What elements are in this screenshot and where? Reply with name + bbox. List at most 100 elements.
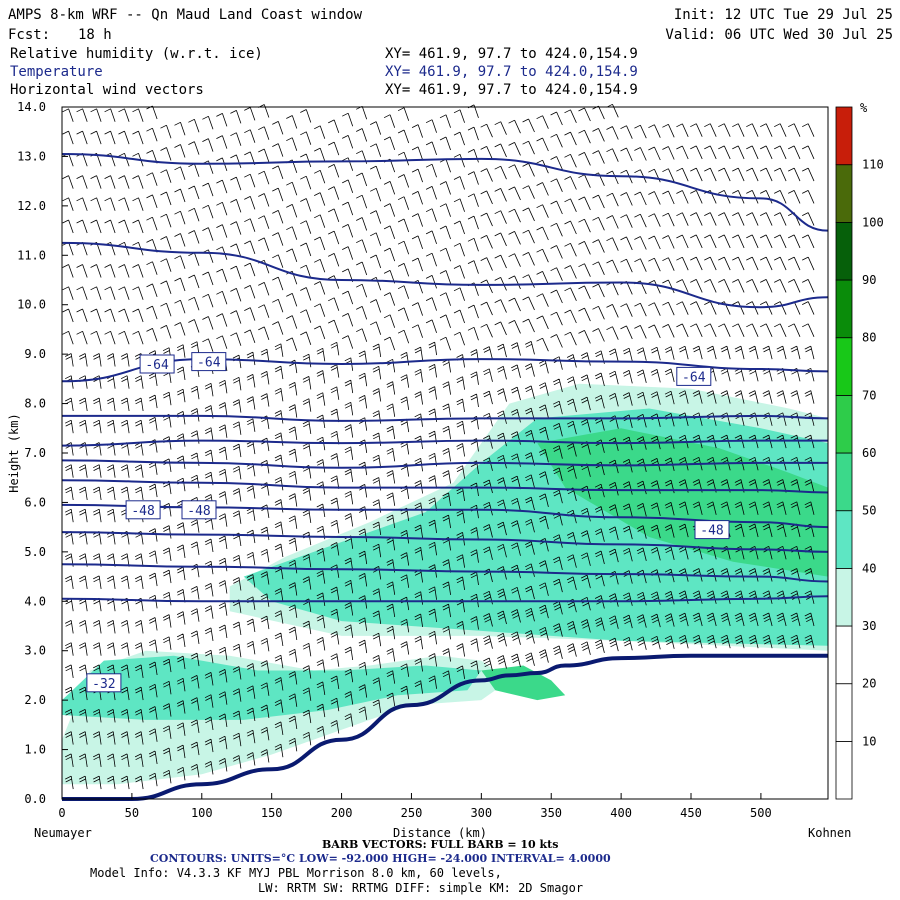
wind-barb-173 bbox=[134, 375, 144, 389]
wind-barb-1113 bbox=[606, 170, 619, 185]
wind-barb-520 bbox=[302, 620, 312, 635]
wind-barb-119 bbox=[104, 197, 116, 211]
wind-barb-0 bbox=[65, 775, 74, 790]
wind-barb-361 bbox=[216, 224, 228, 238]
wind-barb-88 bbox=[90, 197, 102, 211]
wind-barb-120 bbox=[104, 175, 116, 189]
wind-barb-786 bbox=[425, 163, 437, 178]
wind-barb-1060 bbox=[578, 241, 591, 255]
wind-barb-421 bbox=[244, 218, 256, 232]
wind-barb-1163 bbox=[634, 147, 647, 161]
wind-barb-522 bbox=[302, 576, 312, 590]
y-tick-label-1: 1.0 bbox=[24, 743, 46, 757]
wind-barb-498 bbox=[288, 470, 298, 485]
wind-barb-895 bbox=[497, 588, 507, 602]
wind-barb-53 bbox=[76, 286, 88, 300]
wind-barb-1046 bbox=[580, 552, 591, 566]
wind-barb-395 bbox=[230, 132, 242, 146]
wind-barb-1312 bbox=[734, 568, 745, 582]
wind-barb-337 bbox=[218, 758, 228, 772]
wind-barb-918 bbox=[511, 631, 521, 645]
wind-barb-1178 bbox=[650, 346, 661, 361]
wind-barb-1398 bbox=[774, 256, 787, 271]
wind-barb-1131 bbox=[620, 325, 633, 340]
wind-barb-594 bbox=[328, 230, 340, 245]
wind-barb-1109 bbox=[606, 259, 619, 274]
wind-barb-420 bbox=[244, 240, 256, 255]
wind-barb-573 bbox=[330, 697, 340, 712]
wind-barb-796 bbox=[442, 514, 451, 529]
wind-barb-514 bbox=[286, 115, 298, 129]
wind-barb-735 bbox=[397, 129, 410, 144]
wind-barb-1446 bbox=[802, 256, 815, 271]
wind-barb-811 bbox=[439, 181, 451, 195]
colorbar-swatch-5 bbox=[835, 452, 853, 512]
isotherm-label-box-6 bbox=[86, 673, 122, 693]
wind-barb-708 bbox=[383, 136, 396, 151]
wind-barb-399 bbox=[246, 707, 256, 722]
wind-barb-192 bbox=[148, 639, 158, 653]
wind-barb-1210 bbox=[662, 168, 675, 182]
wind-barb-1200 bbox=[664, 390, 675, 405]
wind-barb-125 bbox=[120, 753, 130, 767]
wind-barb-1323 bbox=[732, 323, 745, 337]
wind-barb-298 bbox=[188, 296, 200, 311]
wind-barb-631 bbox=[358, 639, 368, 654]
wind-barb-898 bbox=[497, 521, 507, 536]
wind-barb-1098 bbox=[608, 504, 619, 518]
wind-barb-83 bbox=[90, 308, 102, 323]
barb-vector-note: BARB VECTORS: FULL BARB = 10 kts bbox=[322, 838, 558, 851]
x-tick-label-3: 150 bbox=[261, 806, 283, 820]
wind-barb-1338 bbox=[748, 523, 759, 538]
wind-barb-1448 bbox=[802, 212, 815, 226]
wind-barb-1264 bbox=[706, 568, 717, 582]
wind-barb-681 bbox=[370, 143, 382, 157]
wind-barb-1285 bbox=[720, 634, 731, 649]
wind-barb-356 bbox=[216, 335, 228, 349]
wind-barb-717 bbox=[400, 530, 410, 544]
wind-barb-515 bbox=[302, 731, 312, 746]
wind-barb-597 bbox=[328, 164, 340, 178]
wind-barb-539 bbox=[300, 198, 312, 212]
wind-barb-566 bbox=[314, 236, 326, 251]
wind-barb-9 bbox=[65, 575, 74, 589]
wind-barb-977 bbox=[539, 426, 549, 441]
wind-barb-617 bbox=[342, 335, 354, 349]
wind-barb-1152 bbox=[636, 391, 647, 406]
colorbar-swatch-4 bbox=[835, 510, 853, 569]
wind-barb-906 bbox=[497, 343, 507, 358]
wind-barb-628 bbox=[358, 706, 368, 720]
wind-barb-997 bbox=[553, 534, 563, 548]
wind-barb-724 bbox=[400, 374, 410, 388]
wind-barb-937 bbox=[508, 208, 521, 223]
wind-barb-383 bbox=[232, 399, 242, 413]
wind-barb-996 bbox=[553, 556, 563, 570]
wind-barb-509 bbox=[286, 226, 298, 240]
wind-barb-1082 bbox=[592, 305, 605, 320]
wind-barb-910 bbox=[494, 254, 507, 269]
wind-barb-932 bbox=[508, 320, 521, 334]
wind-barb-1362 bbox=[762, 523, 773, 538]
wind-barb-409 bbox=[246, 485, 256, 499]
wind-barb-519 bbox=[302, 642, 312, 657]
wind-barb-942 bbox=[525, 652, 535, 666]
wind-barb-645 bbox=[356, 328, 368, 342]
wind-barb-266 bbox=[176, 344, 186, 358]
wind-barb-744 bbox=[414, 524, 423, 539]
wind-barb-598 bbox=[328, 141, 340, 156]
wind-barb-981 bbox=[536, 337, 549, 352]
wind-barb-614 bbox=[344, 401, 354, 416]
wind-barb-1130 bbox=[622, 347, 633, 362]
colorbar: % 10 20 30 40 50 60 70 80 90 100 110 bbox=[835, 101, 884, 800]
wind-barb-855 bbox=[470, 349, 479, 363]
wind-barb-38 bbox=[79, 620, 88, 634]
isotherm-label-5: -48 bbox=[700, 524, 723, 539]
isotherm-label-1: -64 bbox=[197, 356, 221, 371]
wind-barb-1068 bbox=[594, 617, 605, 631]
wind-barb-540 bbox=[300, 175, 312, 190]
wind-barb-715 bbox=[400, 574, 410, 588]
wind-barb-1158 bbox=[634, 258, 647, 272]
wind-barb-1296 bbox=[720, 390, 731, 404]
wind-barb-1123 bbox=[622, 503, 633, 517]
